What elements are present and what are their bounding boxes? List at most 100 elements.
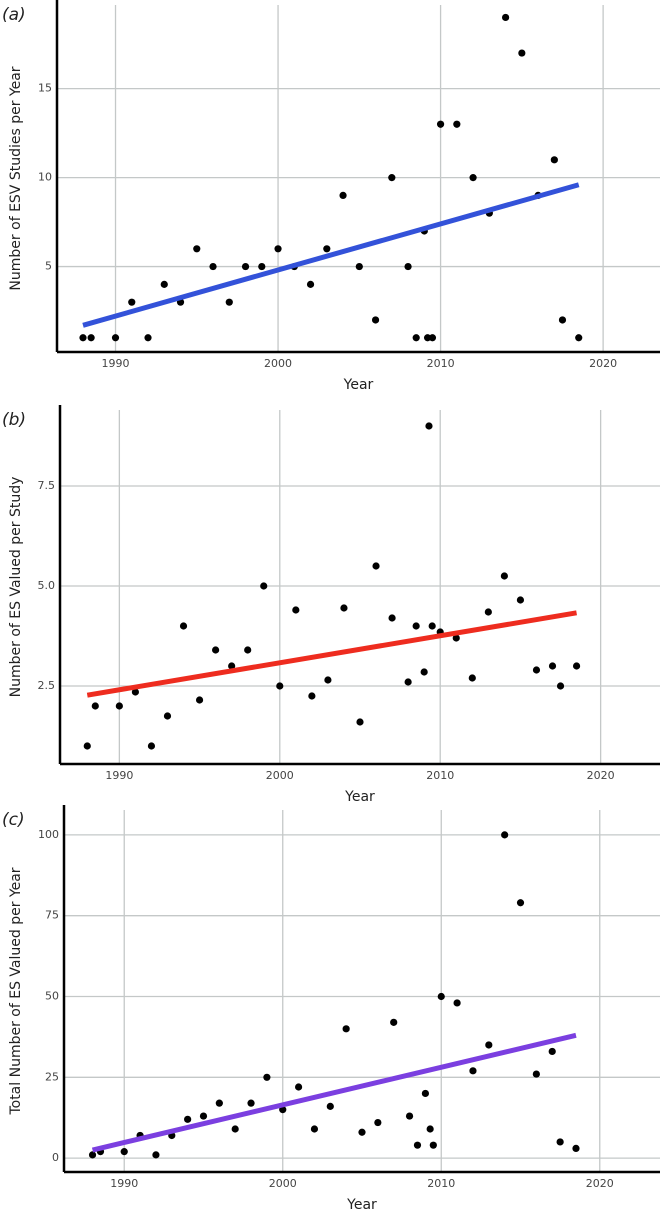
- point: [115, 702, 123, 710]
- y-tick-label: 5.0: [38, 579, 56, 592]
- point: [225, 298, 233, 306]
- point: [468, 674, 476, 682]
- y-tick-label: 10: [38, 171, 52, 184]
- point: [469, 174, 477, 182]
- point: [88, 1151, 97, 1159]
- point: [276, 682, 284, 690]
- point: [163, 712, 172, 720]
- point: [405, 1112, 414, 1120]
- point: [292, 606, 300, 614]
- x-tick-label: 2020: [589, 357, 617, 370]
- y-axis-title: Total Number of ES Valued per Year: [8, 867, 24, 1115]
- point: [231, 1125, 239, 1133]
- y-tick-label: 50: [45, 989, 59, 1002]
- point: [184, 1115, 192, 1123]
- point: [428, 334, 437, 342]
- point: [412, 334, 420, 342]
- point: [120, 1148, 128, 1156]
- point: [228, 662, 236, 670]
- point: [501, 13, 510, 22]
- point: [179, 622, 188, 630]
- point: [147, 742, 156, 750]
- point: [484, 608, 492, 616]
- trend-line: [91, 1032, 577, 1153]
- point: [548, 662, 557, 670]
- x-axis-title: Year: [346, 1197, 377, 1213]
- x-axis-title: Year: [344, 789, 375, 805]
- point: [532, 666, 541, 674]
- point: [323, 245, 331, 253]
- x-tick-label: 2000: [266, 769, 294, 782]
- point: [152, 1151, 160, 1159]
- point: [195, 696, 204, 704]
- point: [388, 614, 396, 622]
- point: [532, 1070, 540, 1078]
- point: [575, 334, 583, 342]
- point: [518, 49, 526, 57]
- panel-label: (c): [2, 810, 25, 830]
- point: [436, 120, 445, 128]
- x-tick-label: 2010: [427, 1177, 455, 1190]
- x-tick-label: 2020: [586, 1177, 614, 1190]
- point: [548, 1047, 556, 1056]
- point: [572, 662, 581, 670]
- point: [87, 334, 95, 342]
- point: [426, 1125, 434, 1133]
- point: [429, 1141, 437, 1149]
- point: [500, 572, 508, 580]
- point: [550, 156, 558, 164]
- point: [258, 262, 266, 271]
- y-axis-title: Number of ESV Studies per Year: [8, 66, 24, 290]
- point: [340, 604, 348, 612]
- point: [193, 245, 201, 253]
- point: [413, 1141, 422, 1149]
- point: [215, 1099, 223, 1107]
- point: [420, 668, 428, 676]
- point: [274, 245, 282, 253]
- point: [421, 1089, 430, 1098]
- point: [404, 678, 412, 686]
- y-tick-label: 7.5: [38, 479, 56, 492]
- trend-line: [86, 610, 577, 698]
- point: [212, 646, 220, 654]
- point: [131, 688, 140, 696]
- point: [111, 334, 120, 342]
- x-tick-label: 2010: [427, 357, 455, 370]
- point: [404, 262, 412, 271]
- point: [452, 634, 460, 642]
- point: [324, 676, 332, 684]
- y-tick-label: 5: [45, 260, 52, 273]
- point: [358, 1128, 366, 1136]
- point: [371, 316, 380, 324]
- point: [260, 582, 268, 590]
- point: [372, 562, 380, 570]
- point: [79, 334, 87, 342]
- y-tick-label: 15: [38, 82, 52, 95]
- point: [425, 422, 433, 430]
- y-axis-title: Number of ES Valued per Study: [8, 477, 24, 698]
- y-tick-label: 75: [45, 909, 59, 922]
- point: [390, 1018, 398, 1026]
- point: [355, 262, 363, 271]
- point: [469, 1067, 477, 1075]
- point: [209, 262, 217, 271]
- y-tick-label: 0: [52, 1151, 59, 1164]
- point: [241, 262, 250, 271]
- point: [339, 191, 347, 200]
- y-tick-label: 2.5: [38, 679, 56, 692]
- point: [453, 120, 461, 128]
- point: [91, 702, 99, 710]
- point: [160, 280, 168, 288]
- point: [437, 992, 445, 1001]
- x-tick-label: 2000: [269, 1177, 297, 1190]
- panel-label: (a): [2, 5, 26, 25]
- x-tick-label: 1990: [110, 1177, 138, 1190]
- point: [572, 1144, 580, 1153]
- y-tick-label: 100: [38, 828, 59, 841]
- x-axis-title: Year: [343, 377, 374, 393]
- point: [294, 1083, 303, 1091]
- x-tick-label: 1990: [105, 769, 133, 782]
- panel-label: (b): [2, 410, 26, 430]
- point: [516, 899, 525, 907]
